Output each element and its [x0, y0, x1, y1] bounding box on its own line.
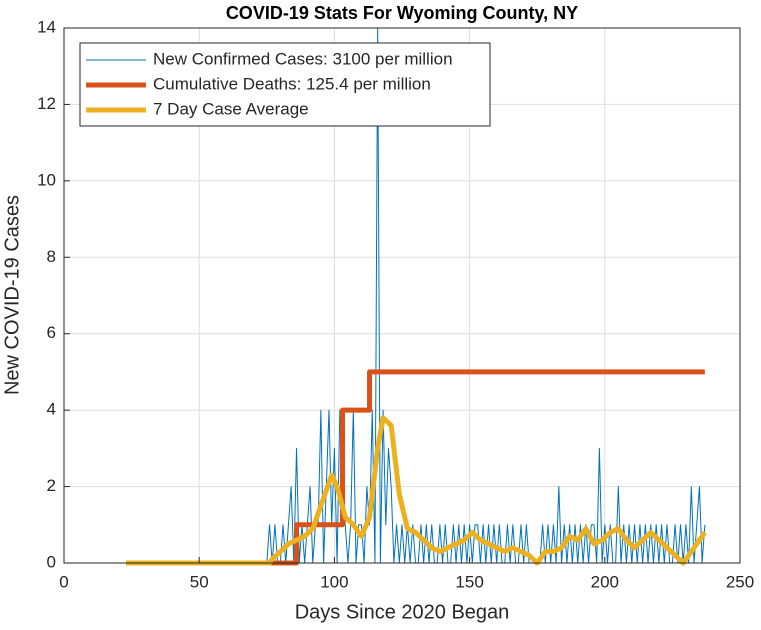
x-tick-label: 150: [455, 572, 483, 591]
legend-label: Cumulative Deaths: 125.4 per million: [153, 74, 431, 93]
series-line: [126, 369, 705, 566]
legend: New Confirmed Cases: 3100 per million Cum…: [79, 42, 491, 127]
y-axis-label: New COVID-19 Cases: [1, 195, 23, 395]
y-tick-label: 14: [37, 17, 56, 36]
y-tick-label: 0: [47, 552, 56, 571]
x-axis-label: Days Since 2020 Began: [295, 601, 510, 623]
legend-box: [79, 42, 491, 127]
y-tick-label: 8: [47, 247, 56, 266]
y-tick-label: 6: [47, 323, 56, 342]
y-tick-label: 2: [47, 476, 56, 495]
axes-box: [63, 27, 741, 564]
x-tick-label: 100: [320, 572, 348, 591]
chart-title: COVID-19 Stats For Wyoming County, NY: [226, 3, 578, 23]
x-tick-label: 250: [726, 572, 754, 591]
series-line: [126, 415, 707, 566]
legend-label: New Confirmed Cases: 3100 per million: [153, 49, 453, 68]
x-tick-label: 50: [190, 572, 209, 591]
x-tick-label: 200: [591, 572, 619, 591]
x-tick-label: 0: [59, 572, 68, 591]
y-tick-label: 12: [37, 94, 56, 113]
y-tick-label: 10: [37, 170, 56, 189]
y-tick-label: 4: [47, 400, 56, 419]
legend-label: 7 Day Case Average: [153, 99, 309, 118]
